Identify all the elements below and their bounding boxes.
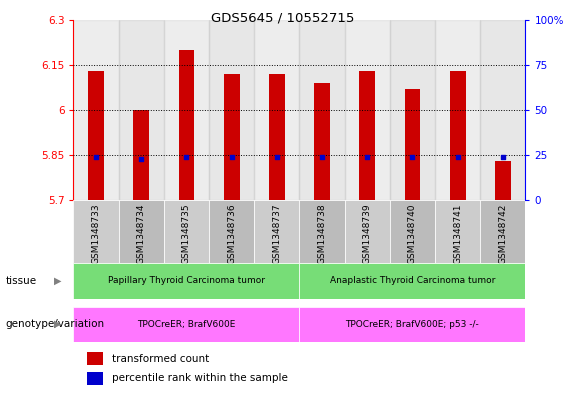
Text: GSM1348738: GSM1348738 <box>318 204 327 264</box>
Text: GSM1348739: GSM1348739 <box>363 204 372 264</box>
Bar <box>405 89 420 200</box>
Text: GSM1348734: GSM1348734 <box>137 204 146 264</box>
Point <box>227 154 236 160</box>
Text: tissue: tissue <box>6 276 37 286</box>
Point <box>318 154 327 160</box>
Bar <box>87 352 103 365</box>
Text: GSM1348735: GSM1348735 <box>182 204 191 264</box>
Bar <box>345 20 390 200</box>
Bar <box>87 372 103 385</box>
Bar <box>359 71 375 200</box>
Text: GSM1348742: GSM1348742 <box>498 204 507 264</box>
Text: GDS5645 / 10552715: GDS5645 / 10552715 <box>211 12 354 25</box>
Bar <box>299 263 525 299</box>
Point <box>272 154 281 160</box>
Bar <box>390 200 435 263</box>
Text: GSM1348736: GSM1348736 <box>227 204 236 264</box>
Point <box>182 154 191 160</box>
Bar <box>73 307 299 342</box>
Text: TPOCreER; BrafV600E: TPOCreER; BrafV600E <box>137 320 236 329</box>
Text: genotype/variation: genotype/variation <box>6 319 105 329</box>
Text: ▶: ▶ <box>54 276 61 286</box>
Bar <box>73 20 119 200</box>
Point <box>498 154 507 160</box>
Bar <box>164 200 209 263</box>
Bar <box>133 110 149 200</box>
Bar <box>73 200 119 263</box>
Bar <box>390 20 435 200</box>
Bar <box>314 83 330 200</box>
Bar <box>73 263 299 299</box>
Text: Anaplastic Thyroid Carcinoma tumor: Anaplastic Thyroid Carcinoma tumor <box>330 277 495 285</box>
Bar <box>224 74 240 200</box>
Text: Papillary Thyroid Carcinoma tumor: Papillary Thyroid Carcinoma tumor <box>108 277 265 285</box>
Bar <box>119 200 164 263</box>
Text: GSM1348733: GSM1348733 <box>92 204 101 264</box>
Bar <box>299 20 345 200</box>
Bar <box>450 71 466 200</box>
Text: GSM1348737: GSM1348737 <box>272 204 281 264</box>
Bar <box>480 20 525 200</box>
Bar <box>299 200 345 263</box>
Text: TPOCreER; BrafV600E; p53 -/-: TPOCreER; BrafV600E; p53 -/- <box>346 320 479 329</box>
Bar <box>88 71 104 200</box>
Text: ▶: ▶ <box>54 319 61 329</box>
Bar <box>345 200 390 263</box>
Bar <box>164 20 209 200</box>
Bar <box>299 307 525 342</box>
Bar <box>209 200 254 263</box>
Text: percentile rank within the sample: percentile rank within the sample <box>112 373 288 383</box>
Point <box>92 154 101 160</box>
Text: GSM1348740: GSM1348740 <box>408 204 417 264</box>
Bar <box>495 161 511 200</box>
Point <box>453 154 462 160</box>
Bar <box>435 200 480 263</box>
Point <box>363 154 372 160</box>
Bar <box>209 20 254 200</box>
Bar <box>269 74 285 200</box>
Bar <box>435 20 480 200</box>
Point <box>408 154 417 160</box>
Bar <box>480 200 525 263</box>
Text: transformed count: transformed count <box>112 354 209 364</box>
Bar <box>179 50 194 200</box>
Point <box>137 156 146 162</box>
Text: GSM1348741: GSM1348741 <box>453 204 462 264</box>
Bar <box>254 200 299 263</box>
Bar <box>119 20 164 200</box>
Bar <box>254 20 299 200</box>
